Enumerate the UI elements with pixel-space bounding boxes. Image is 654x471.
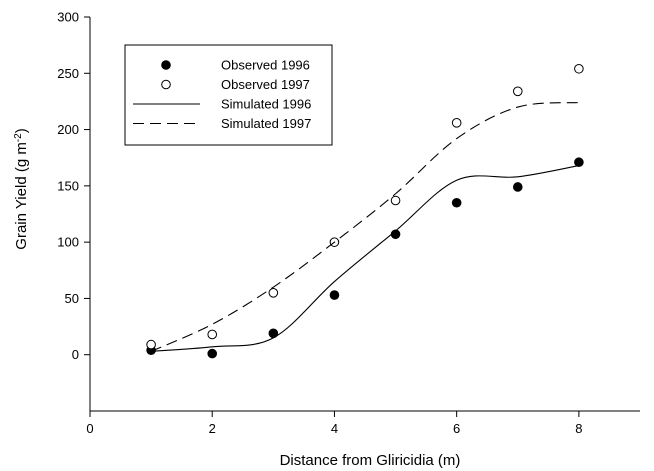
series-observed-1996-point (329, 290, 340, 300)
legend-marker-observed-1996 (161, 60, 171, 70)
series-observed-1996-point (574, 157, 584, 168)
series-observed-1997-point (574, 63, 584, 74)
legend-box (124, 44, 333, 146)
x-tick-label: 6 (453, 421, 460, 436)
y-tick-label: 0 (72, 347, 79, 362)
series-observed-1997-point (390, 195, 401, 206)
series-layer (146, 63, 584, 359)
series-observed-1996-point (512, 182, 523, 192)
legend: Observed 1996 Observed 1997 Simulated 1996… (124, 44, 333, 146)
series-observed-1996-point (451, 197, 462, 208)
y-tick-label: 150 (57, 178, 79, 193)
series-observed-1997-point (451, 118, 462, 128)
y-tick-label: 300 (57, 10, 79, 25)
legend-label-simulated-1997: Simulated 1997 (221, 116, 311, 131)
series-observed-1997-point (207, 329, 218, 340)
y-tick-label: 100 (57, 235, 79, 250)
y-axis-title-close: ) (13, 128, 30, 133)
series-simulated-1997-line (150, 102, 579, 352)
x-tick-label: 0 (86, 421, 93, 436)
x-tick-label: 4 (331, 421, 338, 436)
y-axis-title-main: Grain Yield (g m (13, 142, 30, 250)
x-axis-title: Distance from Gliricidia (m) (280, 452, 461, 469)
series-observed-1997-point (268, 288, 279, 298)
series-observed-1997-point (146, 339, 156, 350)
x-tick-label: 2 (209, 421, 216, 436)
y-tick-label: 50 (65, 291, 79, 306)
series-observed-1996-point (207, 348, 218, 359)
y-axis-title: Grain Yield (g m-2) (13, 128, 30, 249)
y-tick-label: 250 (57, 66, 79, 81)
legend-label-observed-1996: Observed 1996 (221, 58, 310, 73)
axes: 0 2 4 6 8 0 50 100 150 200 250 300 (57, 10, 640, 436)
y-tick-label: 200 (57, 122, 79, 137)
legend-label-simulated-1996: Simulated 1996 (221, 97, 311, 112)
series-observed-1997-point (512, 86, 523, 97)
legend-marker-observed-1997 (161, 79, 171, 90)
series-simulated-1996-line (151, 165, 579, 352)
x-tick-label: 8 (575, 421, 582, 436)
y-axis-title-sup: -2 (13, 133, 24, 142)
legend-label-observed-1997: Observed 1997 (221, 77, 310, 92)
